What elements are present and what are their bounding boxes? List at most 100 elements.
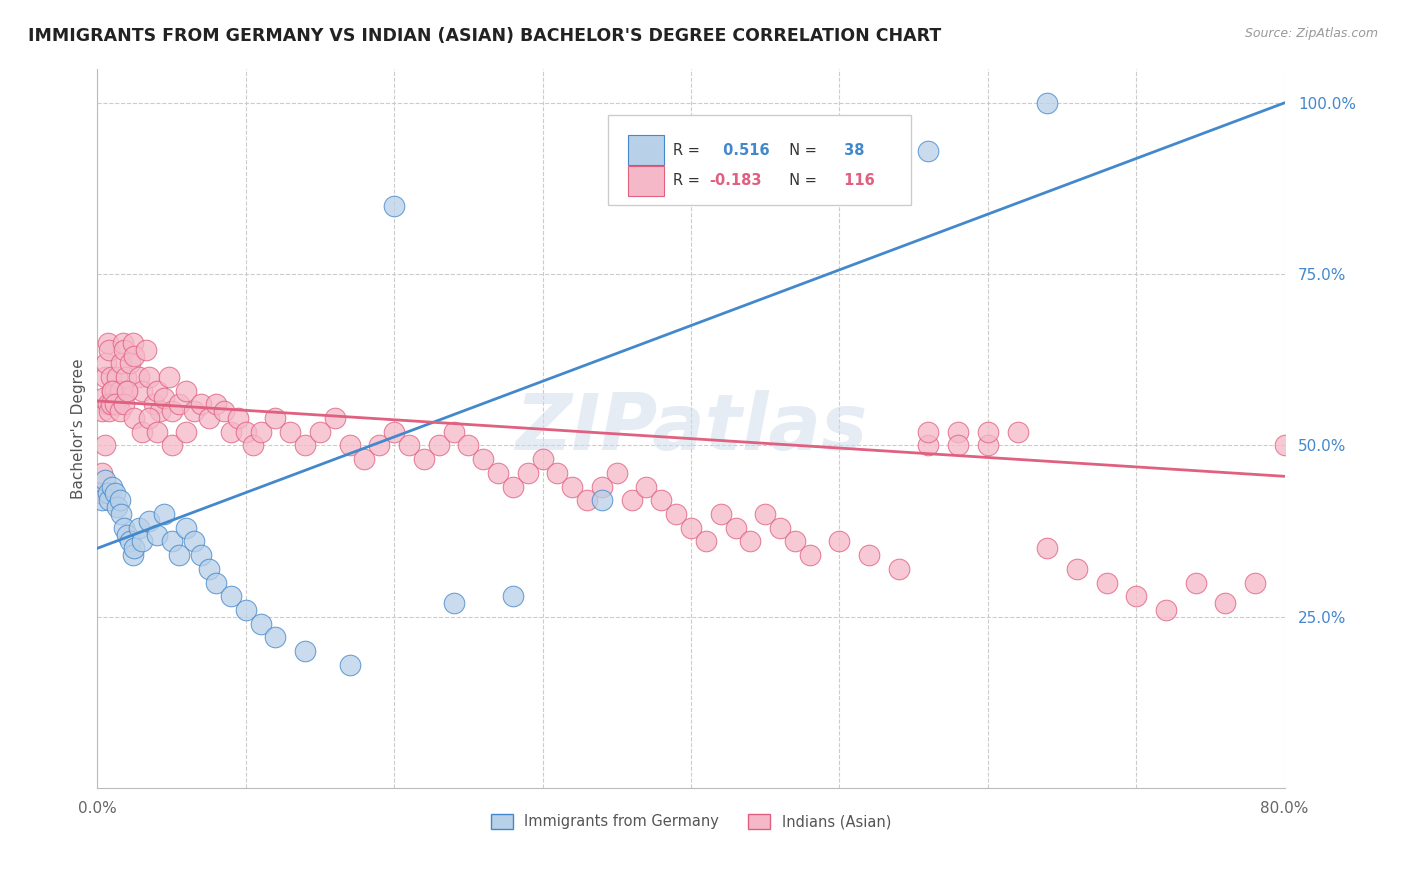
Point bbox=[100, 370, 122, 384]
Point bbox=[1007, 425, 1029, 439]
Point bbox=[131, 384, 153, 398]
Point bbox=[977, 425, 1000, 439]
Text: N =: N = bbox=[780, 143, 821, 158]
Point bbox=[576, 493, 599, 508]
Point bbox=[122, 548, 145, 562]
Point bbox=[105, 370, 128, 384]
Point bbox=[112, 521, 135, 535]
Point bbox=[105, 500, 128, 515]
Point bbox=[1213, 596, 1236, 610]
Point bbox=[98, 404, 121, 418]
Point bbox=[368, 438, 391, 452]
Point bbox=[887, 562, 910, 576]
Point bbox=[145, 527, 167, 541]
Legend: Immigrants from Germany, Indians (Asian): Immigrants from Germany, Indians (Asian) bbox=[485, 808, 897, 835]
Point bbox=[110, 507, 132, 521]
Point bbox=[783, 534, 806, 549]
Point bbox=[112, 343, 135, 357]
Point bbox=[946, 425, 969, 439]
Point bbox=[131, 534, 153, 549]
Point bbox=[1036, 95, 1059, 110]
Point bbox=[100, 397, 122, 411]
Point bbox=[679, 521, 702, 535]
Point bbox=[205, 575, 228, 590]
Point bbox=[412, 452, 434, 467]
Point bbox=[89, 486, 111, 500]
Point bbox=[1184, 575, 1206, 590]
Point bbox=[160, 404, 183, 418]
Point bbox=[104, 397, 127, 411]
Point bbox=[124, 350, 146, 364]
Point bbox=[176, 425, 198, 439]
Point bbox=[96, 356, 118, 370]
Text: R =: R = bbox=[673, 143, 704, 158]
Point bbox=[977, 438, 1000, 452]
Point bbox=[115, 527, 138, 541]
Text: 116: 116 bbox=[839, 173, 875, 188]
Point bbox=[138, 370, 160, 384]
Point bbox=[94, 370, 117, 384]
Point bbox=[665, 507, 688, 521]
Point bbox=[382, 198, 405, 212]
Point bbox=[724, 521, 747, 535]
Point bbox=[1036, 541, 1059, 556]
Point bbox=[190, 548, 212, 562]
Point bbox=[1125, 589, 1147, 603]
Point bbox=[115, 384, 138, 398]
Point bbox=[114, 370, 136, 384]
Point bbox=[858, 548, 880, 562]
Point bbox=[353, 452, 375, 467]
Text: IMMIGRANTS FROM GERMANY VS INDIAN (ASIAN) BACHELOR'S DEGREE CORRELATION CHART: IMMIGRANTS FROM GERMANY VS INDIAN (ASIAN… bbox=[28, 27, 942, 45]
Point bbox=[167, 548, 190, 562]
FancyBboxPatch shape bbox=[628, 136, 664, 165]
Point bbox=[591, 480, 613, 494]
Point bbox=[128, 370, 150, 384]
Point bbox=[138, 411, 160, 425]
Point bbox=[228, 411, 250, 425]
Text: ZIPatlas: ZIPatlas bbox=[515, 391, 868, 467]
FancyBboxPatch shape bbox=[607, 115, 911, 205]
Point bbox=[606, 466, 628, 480]
Point bbox=[427, 438, 450, 452]
Point bbox=[145, 384, 167, 398]
Point bbox=[828, 534, 851, 549]
Point bbox=[443, 425, 465, 439]
Point bbox=[650, 493, 672, 508]
Point bbox=[153, 391, 176, 405]
Point bbox=[101, 480, 124, 494]
Point bbox=[94, 438, 117, 452]
Point bbox=[124, 411, 146, 425]
Point bbox=[946, 438, 969, 452]
Point bbox=[153, 507, 176, 521]
Point bbox=[235, 603, 257, 617]
Point bbox=[472, 452, 495, 467]
Point bbox=[502, 589, 524, 603]
Point bbox=[502, 480, 524, 494]
Point bbox=[443, 596, 465, 610]
Point bbox=[122, 335, 145, 350]
Point bbox=[101, 384, 124, 398]
Point bbox=[636, 480, 658, 494]
Point bbox=[339, 657, 361, 672]
Point bbox=[128, 521, 150, 535]
Point bbox=[107, 397, 129, 411]
Point bbox=[160, 534, 183, 549]
Point bbox=[90, 404, 112, 418]
Point bbox=[176, 384, 198, 398]
Point bbox=[219, 589, 242, 603]
Point bbox=[115, 384, 138, 398]
Point bbox=[149, 404, 172, 418]
Point bbox=[94, 473, 117, 487]
Point bbox=[561, 480, 583, 494]
Point bbox=[264, 411, 287, 425]
Point bbox=[1095, 575, 1118, 590]
Point bbox=[97, 335, 120, 350]
Point bbox=[769, 521, 792, 535]
Text: -0.183: -0.183 bbox=[709, 173, 761, 188]
Point bbox=[457, 438, 479, 452]
Point bbox=[124, 541, 146, 556]
Point bbox=[104, 384, 127, 398]
Point bbox=[167, 397, 190, 411]
Point bbox=[138, 514, 160, 528]
Point bbox=[219, 425, 242, 439]
